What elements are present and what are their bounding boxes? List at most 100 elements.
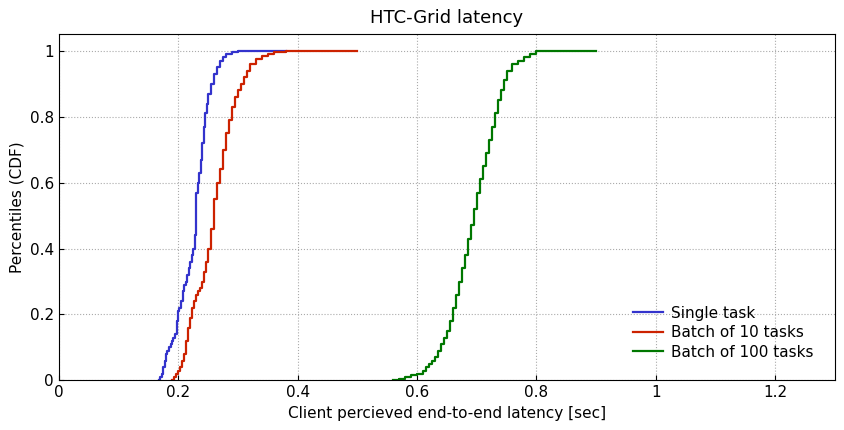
Single task: [167, 338, 177, 344]
Single task: [209, 71, 219, 77]
Batch of 10 tasks: [175, 365, 185, 370]
Single task: [166, 341, 176, 347]
Single task: [154, 378, 165, 383]
Batch of 10 tasks: [167, 378, 177, 383]
Batch of 10 tasks: [224, 117, 234, 123]
Batch of 100 tasks: [486, 124, 496, 129]
Batch of 10 tasks: [173, 368, 183, 373]
Batch of 100 tasks: [484, 137, 494, 142]
Batch of 100 tasks: [412, 371, 422, 376]
Batch of 100 tasks: [418, 368, 428, 373]
Batch of 100 tasks: [447, 305, 457, 310]
Single task: [188, 246, 198, 251]
Batch of 100 tasks: [507, 61, 517, 67]
Batch of 100 tasks: [474, 177, 484, 182]
Single task: [212, 64, 222, 70]
Batch of 10 tasks: [251, 56, 261, 61]
Single task: [181, 279, 191, 284]
Batch of 100 tasks: [466, 223, 476, 228]
Single task: [155, 375, 165, 380]
Batch of 10 tasks: [203, 246, 214, 251]
Batch of 10 tasks: [189, 299, 199, 304]
Batch of 10 tasks: [185, 315, 195, 320]
Batch of 100 tasks: [421, 365, 431, 370]
Single task: [162, 348, 172, 353]
X-axis label: Client percieved end-to-end latency [sec]: Client percieved end-to-end latency [sec…: [288, 406, 606, 421]
Single task: [172, 319, 182, 324]
Batch of 100 tasks: [454, 279, 464, 284]
Single task: [194, 170, 204, 175]
Single task: [196, 157, 206, 162]
Batch of 100 tasks: [544, 48, 554, 53]
Batch of 100 tasks: [460, 252, 470, 258]
Batch of 100 tasks: [472, 190, 482, 195]
Batch of 100 tasks: [436, 341, 446, 347]
Y-axis label: Percentiles (CDF): Percentiles (CDF): [9, 141, 24, 273]
Single task: [165, 345, 175, 350]
Batch of 100 tasks: [445, 319, 455, 324]
Single task: [215, 58, 225, 63]
Batch of 100 tasks: [433, 348, 443, 353]
Batch of 100 tasks: [591, 48, 601, 53]
Single task: [190, 233, 200, 238]
Batch of 10 tasks: [268, 50, 279, 55]
Batch of 100 tasks: [451, 292, 461, 297]
Batch of 100 tasks: [525, 52, 535, 57]
Batch of 100 tasks: [457, 266, 467, 271]
Batch of 10 tasks: [199, 269, 209, 274]
Batch of 10 tasks: [187, 305, 197, 310]
Batch of 10 tasks: [197, 279, 207, 284]
Batch of 10 tasks: [181, 338, 191, 344]
Line: Batch of 100 tasks: Batch of 100 tasks: [393, 51, 596, 381]
Batch of 10 tasks: [233, 88, 243, 93]
Batch of 10 tasks: [206, 226, 216, 231]
Single task: [158, 365, 168, 370]
Single task: [257, 48, 267, 53]
Batch of 100 tasks: [424, 361, 434, 366]
Batch of 100 tasks: [561, 48, 571, 53]
Batch of 10 tasks: [179, 351, 189, 356]
Batch of 10 tasks: [201, 259, 211, 264]
Batch of 10 tasks: [230, 94, 240, 99]
Single task: [199, 124, 209, 129]
Batch of 100 tasks: [480, 150, 490, 156]
Batch of 10 tasks: [209, 197, 219, 202]
Batch of 10 tasks: [262, 52, 273, 57]
Batch of 10 tasks: [305, 48, 315, 53]
Single task: [175, 305, 185, 310]
Single task: [221, 52, 231, 57]
Batch of 10 tasks: [169, 375, 179, 380]
Batch of 100 tasks: [468, 206, 479, 212]
Single task: [187, 252, 197, 258]
Batch of 10 tasks: [192, 289, 203, 294]
Batch of 10 tasks: [239, 74, 249, 80]
Batch of 100 tasks: [441, 329, 452, 334]
Single task: [218, 55, 228, 60]
Batch of 100 tasks: [439, 335, 449, 340]
Batch of 10 tasks: [235, 81, 246, 86]
Single task: [185, 259, 195, 264]
Single task: [203, 91, 214, 96]
Batch of 10 tasks: [352, 48, 362, 53]
Single task: [202, 101, 212, 106]
Batch of 100 tasks: [478, 163, 488, 169]
Batch of 10 tasks: [195, 286, 205, 291]
Single task: [200, 111, 210, 116]
Batch of 100 tasks: [513, 58, 523, 63]
Batch of 100 tasks: [406, 373, 416, 378]
Batch of 100 tasks: [499, 78, 509, 83]
Batch of 100 tasks: [463, 236, 473, 241]
Single task: [173, 309, 183, 314]
Line: Single task: Single task: [160, 51, 285, 381]
Single task: [179, 282, 189, 287]
Single task: [184, 266, 194, 271]
Title: HTC-Grid latency: HTC-Grid latency: [371, 9, 523, 27]
Single task: [178, 289, 188, 294]
Batch of 10 tasks: [280, 49, 290, 54]
Batch of 100 tasks: [394, 376, 404, 381]
Batch of 10 tasks: [191, 292, 201, 297]
Batch of 10 tasks: [227, 104, 237, 109]
Single task: [160, 358, 170, 363]
Batch of 100 tasks: [388, 378, 398, 383]
Batch of 10 tasks: [241, 68, 252, 73]
